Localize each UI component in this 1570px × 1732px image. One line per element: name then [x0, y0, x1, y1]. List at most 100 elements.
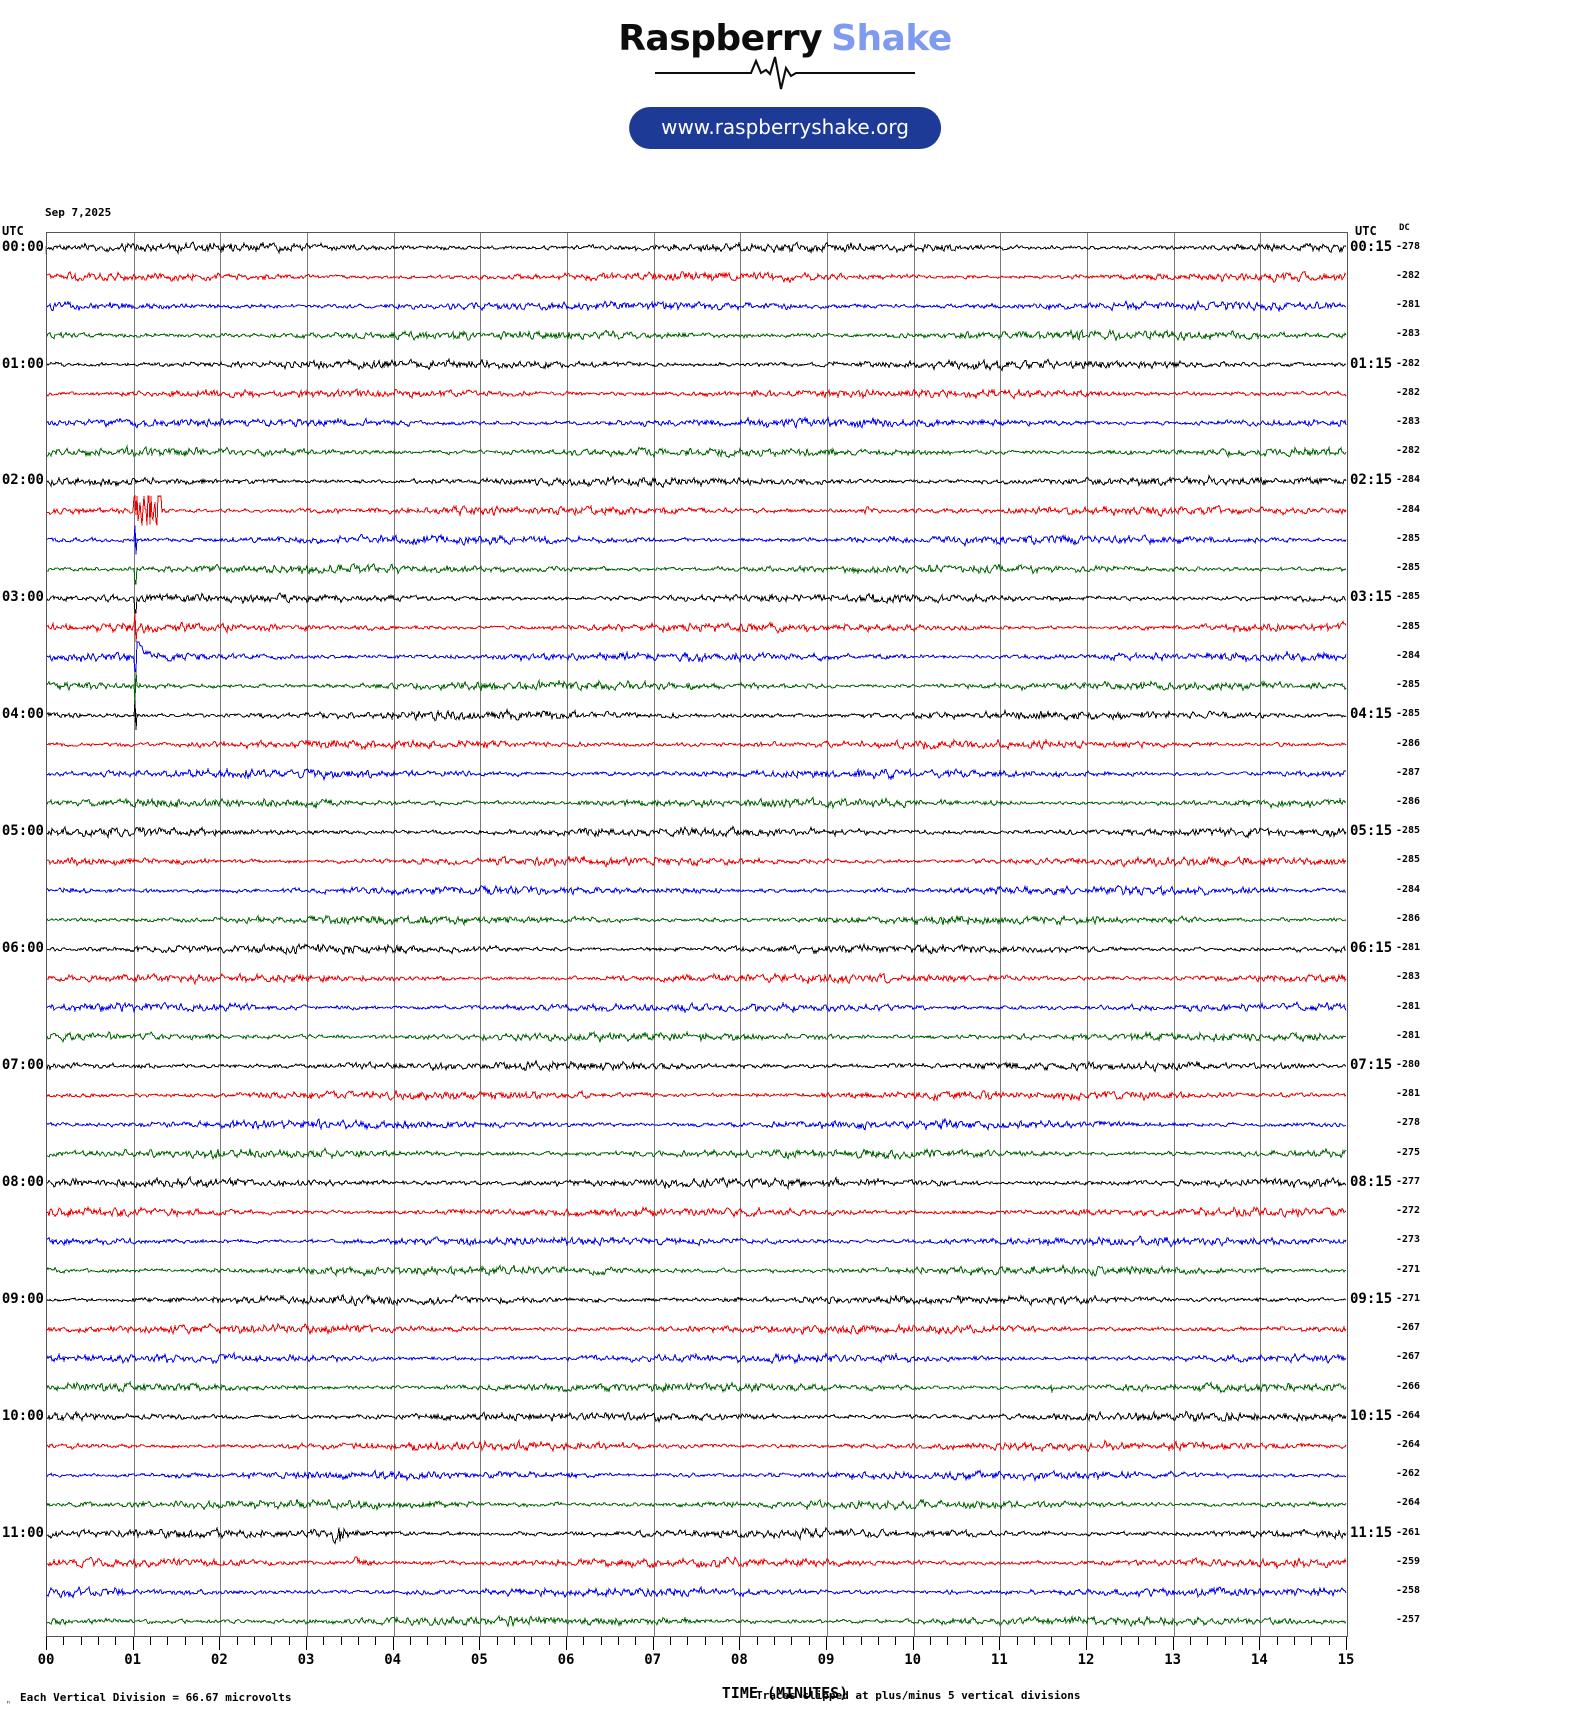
vertical-scale-note: Each Vertical Division = 66.67 microvolt… — [20, 1691, 292, 1704]
dc-value-row-7: -282 — [1396, 445, 1421, 457]
x-tick-label-08: 08 — [730, 1652, 748, 1668]
trace-row-13-03-15 — [47, 612, 1347, 643]
trace-row-8-02-00 — [47, 474, 1347, 488]
hour-label-left-09-00: 09:00 — [1, 1290, 44, 1307]
trace-row-34-08-30 — [47, 1235, 1347, 1248]
hour-label-right-06-15: 06:15 — [1350, 940, 1393, 957]
dc-value-row-28: -280 — [1396, 1059, 1421, 1071]
dc-value-row-2: -281 — [1396, 299, 1421, 311]
x-tick-minor — [670, 1637, 671, 1645]
x-tick-minor — [1329, 1637, 1330, 1645]
helicorder-plot[interactable] — [46, 232, 1348, 1637]
dc-value-row-42: -262 — [1396, 1468, 1421, 1480]
trace-row-18-04-30 — [47, 767, 1347, 782]
dc-value-row-40: -264 — [1396, 1409, 1421, 1421]
trace-row-10-02-30 — [47, 525, 1347, 555]
x-tick-minor — [445, 1637, 446, 1645]
dc-value-row-8: -284 — [1396, 474, 1421, 486]
x-tick-minor — [1311, 1637, 1312, 1645]
hour-label-right-04-15: 04:15 — [1350, 706, 1393, 723]
gridline-minute-07 — [654, 233, 655, 1636]
x-axis-ticks — [46, 1637, 1348, 1651]
dc-value-row-29: -281 — [1396, 1088, 1421, 1100]
x-tick-minor — [514, 1637, 515, 1645]
hour-label-left-05-00: 05:00 — [1, 823, 44, 840]
trace-row-23-05-45 — [47, 914, 1347, 927]
x-tick-minor — [1225, 1637, 1226, 1645]
trace-row-19-04-45 — [47, 796, 1347, 810]
x-tick-major-02 — [219, 1637, 220, 1650]
gridline-minute-14 — [1260, 233, 1261, 1636]
x-tick-label-04: 04 — [384, 1652, 402, 1668]
gridline-minute-02 — [220, 233, 221, 1636]
x-tick-minor — [809, 1637, 810, 1645]
trace-row-26-06-30 — [47, 1001, 1347, 1014]
dc-value-row-19: -286 — [1396, 795, 1421, 807]
x-tick-minor — [1207, 1637, 1208, 1645]
x-tick-minor — [878, 1637, 879, 1645]
dc-value-row-11: -285 — [1396, 562, 1421, 574]
x-tick-major-15 — [1346, 1637, 1347, 1650]
dc-value-row-27: -281 — [1396, 1029, 1421, 1041]
x-tick-minor — [202, 1637, 203, 1645]
hour-label-right-02-15: 02:15 — [1350, 472, 1393, 489]
dc-value-row-24: -281 — [1396, 942, 1421, 954]
dc-value-row-22: -284 — [1396, 883, 1421, 895]
x-tick-minor — [1242, 1637, 1243, 1645]
x-tick-major-10 — [913, 1637, 914, 1650]
x-tick-major-13 — [1173, 1637, 1174, 1650]
x-tick-label-10: 10 — [904, 1652, 922, 1668]
gridline-minute-01 — [134, 233, 135, 1636]
hour-label-right-10-15: 10:15 — [1350, 1407, 1393, 1424]
hour-label-right-01-15: 01:15 — [1350, 355, 1393, 372]
x-tick-minor — [497, 1637, 498, 1645]
x-tick-minor — [375, 1637, 376, 1645]
dc-value-row-41: -264 — [1396, 1439, 1421, 1450]
utc-right-header: UTC — [1355, 224, 1377, 238]
trace-row-42-10-30 — [47, 1469, 1347, 1483]
x-tick-label-14: 14 — [1250, 1652, 1268, 1668]
dc-value-row-23: -286 — [1396, 912, 1421, 924]
dc-value-row-33: -272 — [1396, 1205, 1421, 1217]
x-tick-label-06: 06 — [557, 1652, 575, 1668]
x-tick-minor — [757, 1637, 758, 1645]
trace-row-35-08-45 — [47, 1263, 1347, 1278]
x-tick-minor — [1190, 1637, 1191, 1645]
gridline-minute-03 — [307, 233, 308, 1636]
gridline-minute-06 — [567, 233, 568, 1636]
x-tick-minor — [531, 1637, 532, 1645]
x-tick-minor — [1138, 1637, 1139, 1645]
x-tick-minor — [427, 1637, 428, 1645]
x-tick-label-01: 01 — [124, 1652, 142, 1668]
x-tick-minor — [150, 1637, 151, 1645]
dc-value-row-26: -281 — [1396, 1000, 1421, 1012]
x-tick-major-06 — [566, 1637, 567, 1650]
x-tick-minor — [843, 1637, 844, 1645]
dc-value-row-30: -278 — [1396, 1117, 1421, 1129]
x-tick-minor — [323, 1637, 324, 1645]
trace-row-2-00-30 — [47, 299, 1347, 313]
gridline-minute-09 — [827, 233, 828, 1636]
record-date: Sep 7,2025 — [45, 206, 112, 220]
dc-value-row-37: -267 — [1396, 1322, 1421, 1334]
hour-label-right-11-15: 11:15 — [1350, 1524, 1393, 1541]
trace-row-4-01-00 — [47, 357, 1347, 372]
dc-value-row-43: -264 — [1396, 1497, 1421, 1509]
website-link-button[interactable]: www.raspberryshake.org — [629, 107, 941, 149]
trace-row-46-11-30 — [47, 1585, 1347, 1600]
x-tick-label-09: 09 — [817, 1652, 835, 1668]
hour-label-right-08-15: 08:15 — [1350, 1173, 1393, 1190]
trace-row-20-05-00 — [47, 825, 1347, 839]
x-tick-minor — [1155, 1637, 1156, 1645]
x-tick-minor — [271, 1637, 272, 1645]
x-tick-major-14 — [1259, 1637, 1260, 1650]
dc-value-row-36: -271 — [1396, 1292, 1421, 1304]
x-tick-major-07 — [653, 1637, 654, 1650]
trace-row-9-02-15 — [47, 495, 1347, 526]
x-tick-minor — [791, 1637, 792, 1645]
trace-row-0-00-00 — [47, 240, 1347, 255]
trace-row-33-08-15 — [47, 1205, 1347, 1219]
trace-row-28-07-00 — [47, 1059, 1347, 1073]
trace-row-7-01-45 — [47, 444, 1347, 459]
